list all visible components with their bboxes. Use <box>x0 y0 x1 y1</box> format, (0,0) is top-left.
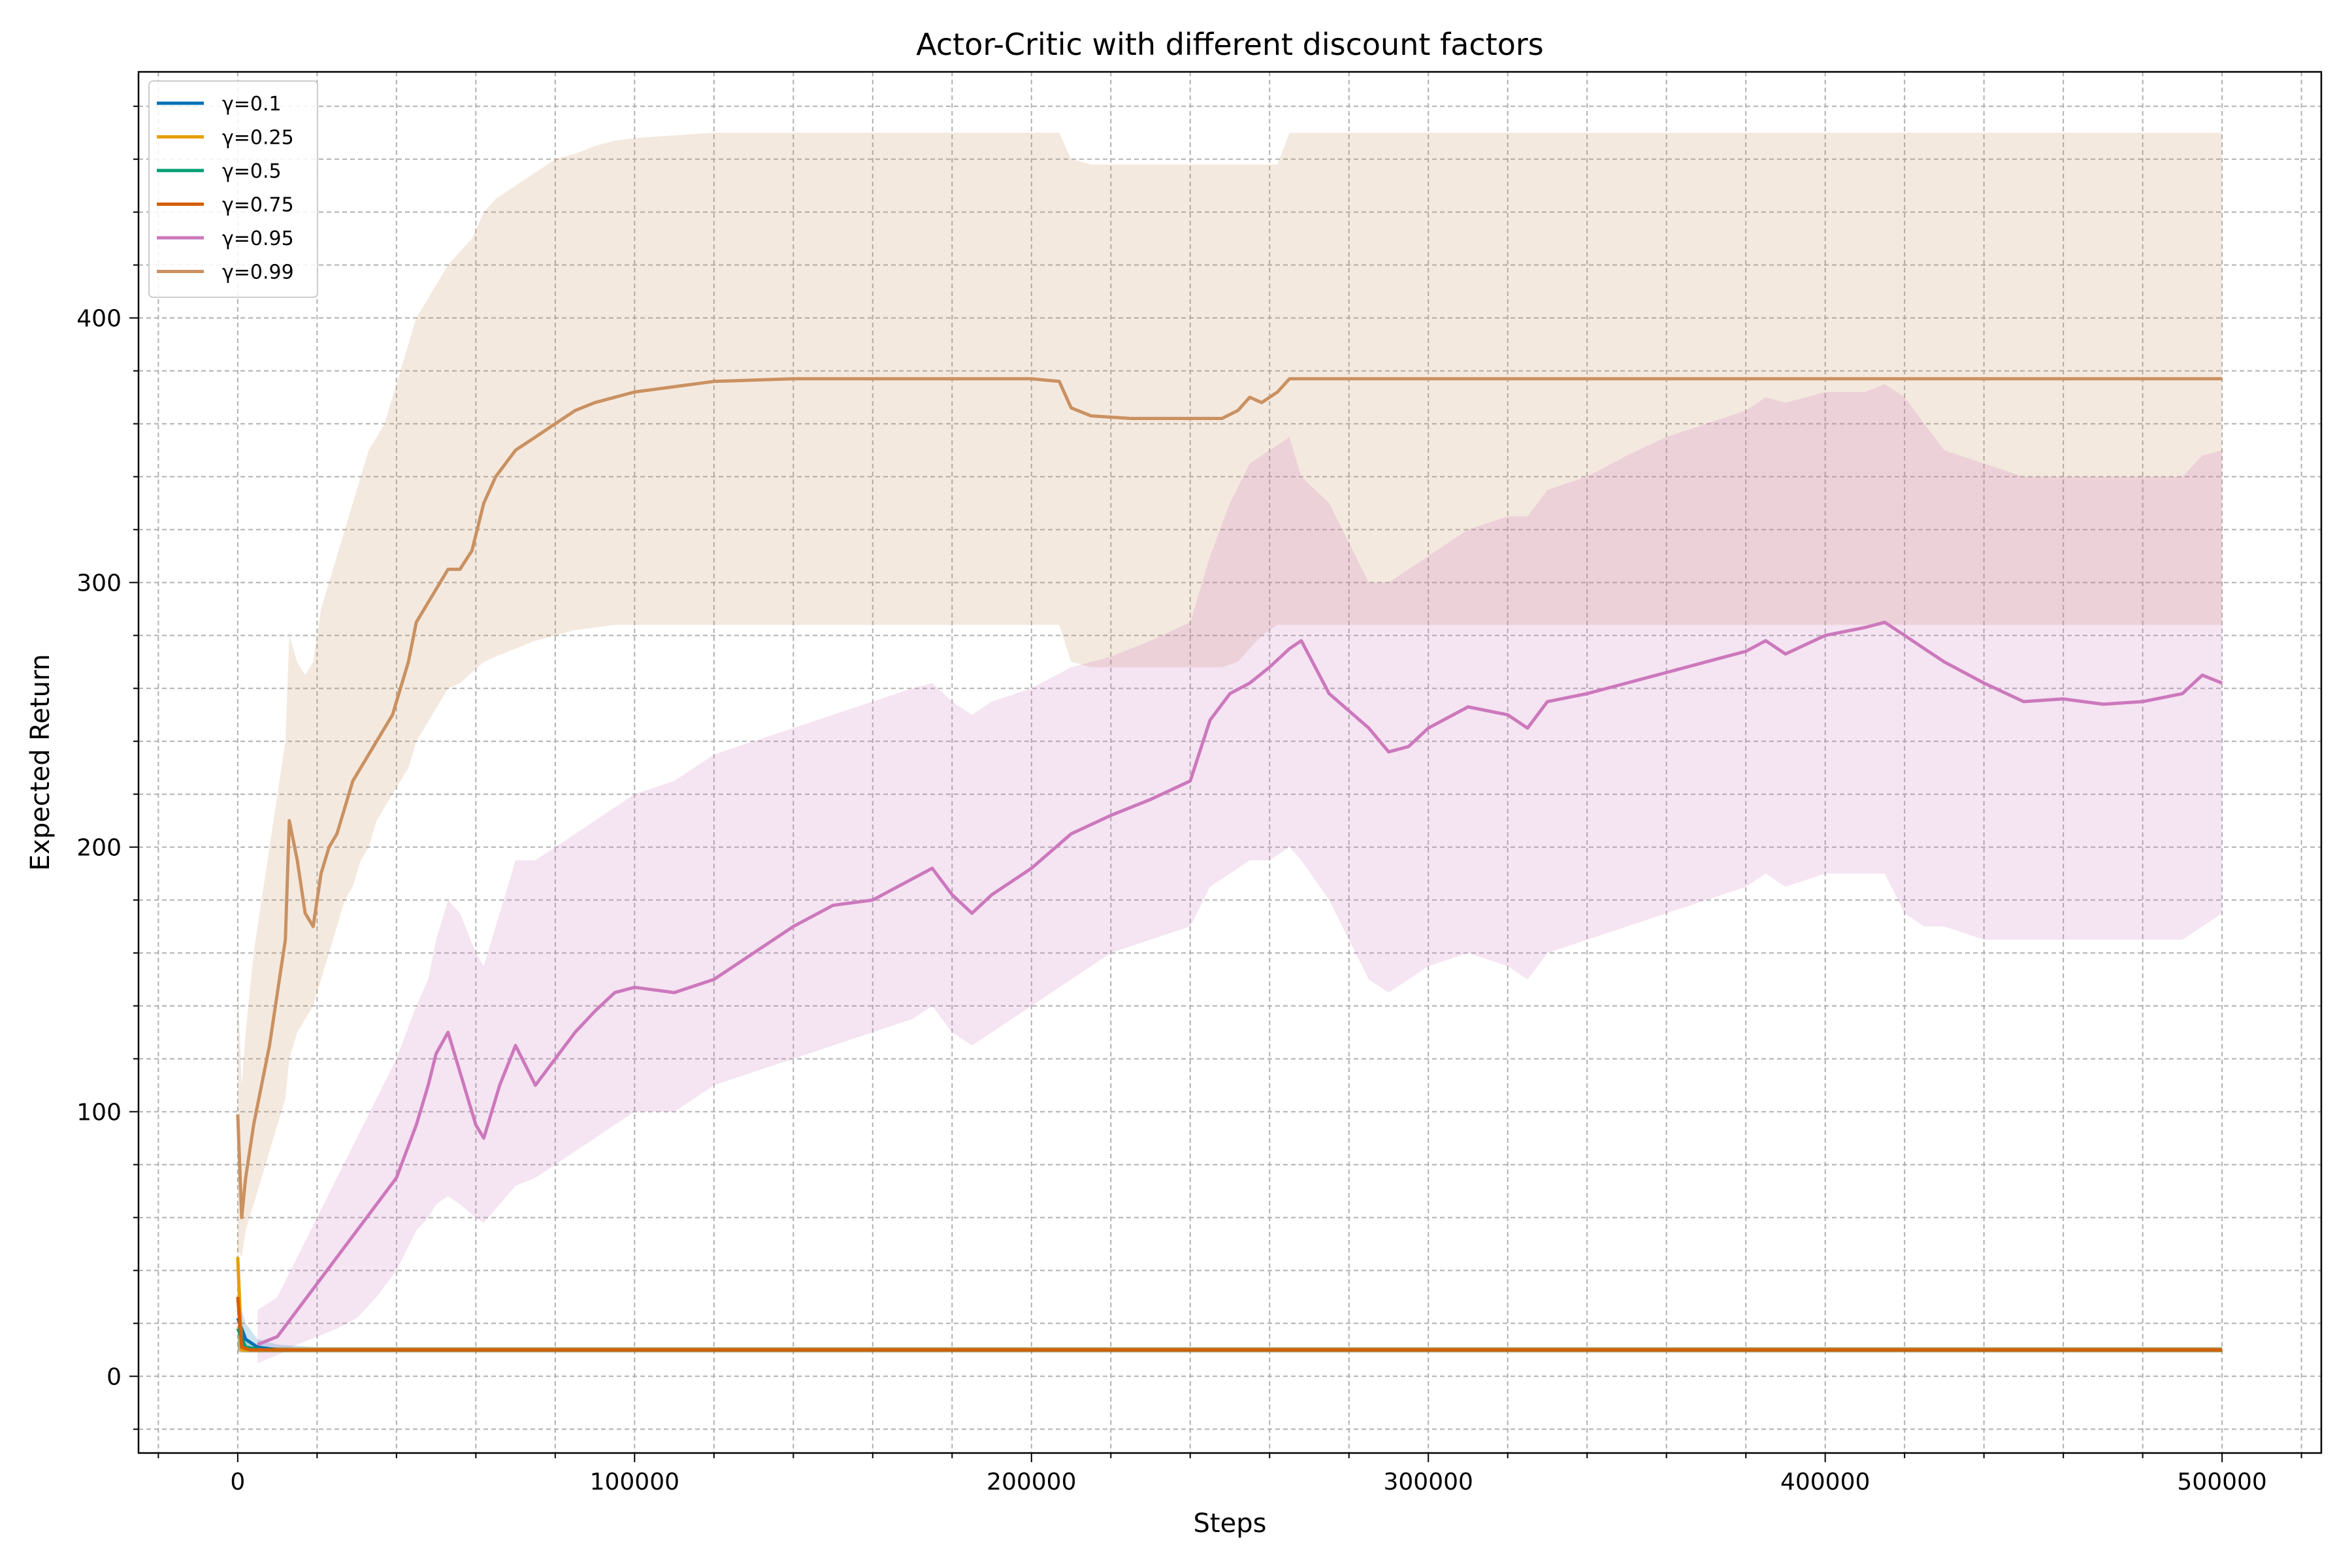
series-lines <box>236 377 2223 1352</box>
series-band-4 <box>257 384 2223 1364</box>
series-band-5 <box>237 133 2223 1258</box>
y-tick-label: 0 <box>106 1364 122 1391</box>
plot-area-frame <box>137 71 2323 1454</box>
series-line-4 <box>257 620 2223 1347</box>
x-tick-label: 0 <box>230 1469 245 1495</box>
legend: γ=0.1 γ=0.25 γ=0.5 γ=0.75 γ=0.95 γ=0.99 <box>148 80 318 298</box>
y-tick-label: 400 <box>76 306 122 333</box>
x-tick-label: 100000 <box>590 1469 679 1495</box>
y-axis-label: Expected Return <box>25 654 56 871</box>
legend-label: γ=0.75 <box>222 194 294 217</box>
x-tick-label: 400000 <box>1780 1469 1870 1495</box>
legend-label: γ=0.99 <box>222 261 294 284</box>
x-tick-label: 500000 <box>2177 1469 2266 1495</box>
axis-ticks: 0 100000 200000 300000 400000 500000 0 100 200 30… <box>76 105 2302 1495</box>
x-axis-label: Steps <box>1194 1509 1267 1539</box>
legend-box <box>148 80 318 298</box>
series-line-3 <box>236 1296 2223 1352</box>
x-tick-label: 200000 <box>987 1469 1076 1495</box>
y-tick-label: 300 <box>76 570 122 597</box>
legend-label: γ=0.1 <box>222 93 282 116</box>
y-tick-label: 200 <box>76 835 122 862</box>
y-tick-label: 100 <box>76 1100 122 1126</box>
x-tick-label: 300000 <box>1384 1469 1473 1495</box>
grid <box>139 72 2321 1453</box>
series-line-5 <box>236 377 2223 1220</box>
chart-title: Actor-Critic with different discount fac… <box>916 27 1544 62</box>
legend-label: γ=0.5 <box>222 160 282 183</box>
legend-label: γ=0.95 <box>222 227 294 250</box>
legend-label: γ=0.25 <box>222 127 294 150</box>
